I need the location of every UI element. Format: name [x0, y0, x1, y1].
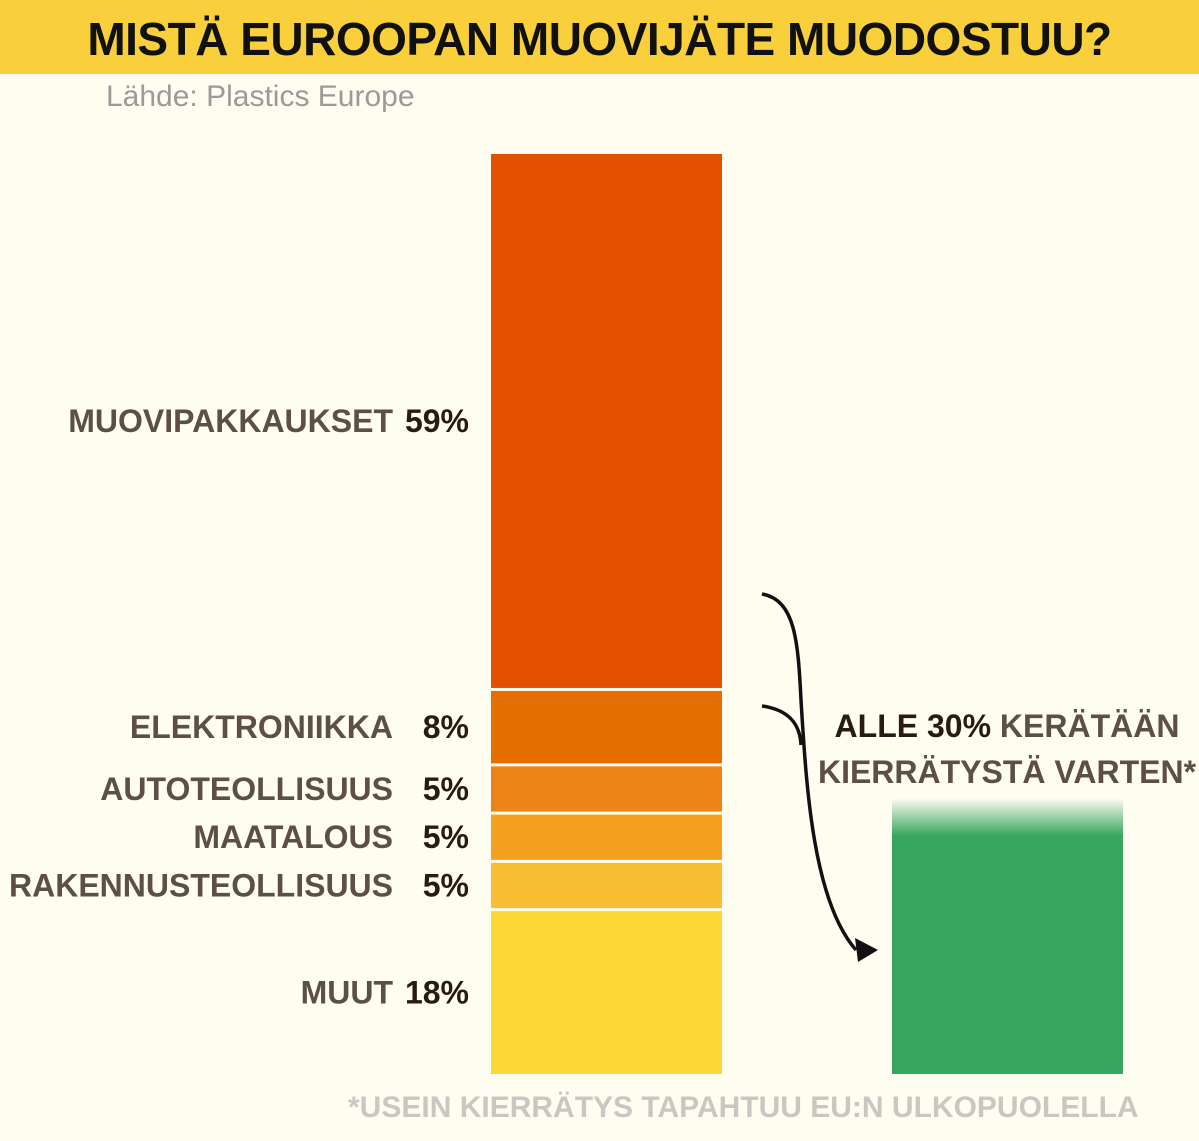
category-label: MUOVIPAKKAUKSET: [68, 403, 393, 439]
value-label: 18%: [405, 975, 469, 1011]
bar-segment-elektroniikka: [491, 690, 722, 764]
bar-segment-maatalous: [491, 814, 722, 860]
category-label: MAATALOUS: [193, 819, 393, 855]
recycled-bar-fade: [892, 798, 1123, 836]
recycled-annotation-part2: KERÄTÄÄN: [1000, 708, 1180, 744]
recycled-annotation-part1: ALLE 30%: [835, 708, 991, 744]
footnote: *USEIN KIERRÄTYS TAPAHTUU EU:N ULKOPUOLE…: [348, 1091, 1139, 1124]
recycled-annotation-line1: ALLE 30% KERÄTÄÄN: [835, 708, 1180, 744]
title-bar: [0, 0, 1199, 74]
category-label: ELEKTRONIIKKA: [130, 709, 393, 745]
bar-segment-muovipakkaukset: [491, 154, 722, 688]
recycled-annotation-line2: KIERRÄTYSTÄ VARTEN*: [818, 754, 1197, 790]
category-label: AUTOTEOLLISUUS: [100, 771, 393, 807]
chart-title: MISTÄ EUROOPAN MUOVIJÄTE MUODOSTUU?: [87, 13, 1112, 65]
value-label: 8%: [423, 709, 469, 745]
bar-segment-muut: [491, 911, 722, 1074]
value-label: 5%: [423, 867, 469, 903]
source-label: Lähde: Plastics Europe: [106, 80, 415, 113]
category-label: MUUT: [301, 975, 394, 1011]
connector-arrow: [761, 592, 858, 952]
arrowhead-icon: [855, 938, 878, 962]
bar-segment-rakennusteollisuus: [491, 862, 722, 909]
recycled-bar: [892, 836, 1123, 1074]
bar-segment-autoteollisuus: [491, 766, 722, 812]
value-label: 59%: [405, 403, 469, 439]
value-label: 5%: [423, 819, 469, 855]
category-label: RAKENNUSTEOLLISUUS: [9, 867, 393, 903]
connector-branch: [761, 704, 803, 746]
value-label: 5%: [423, 771, 469, 807]
